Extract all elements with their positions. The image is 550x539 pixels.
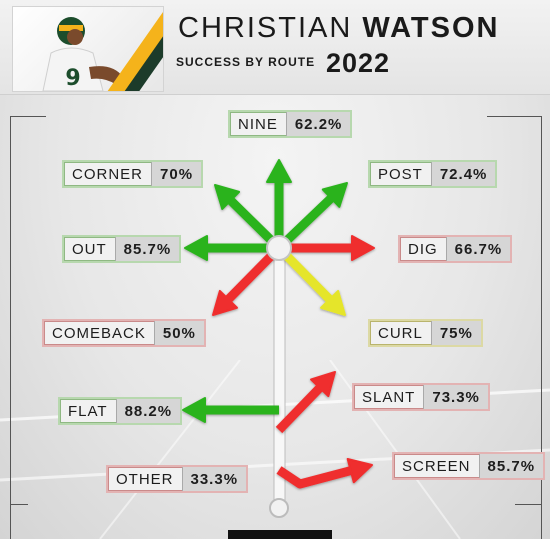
route-arrow-corner: [214, 184, 283, 252]
route-arrow-out: [184, 235, 279, 261]
route-start-point: [269, 498, 289, 518]
footer-tab: [228, 530, 332, 539]
route-arrow-slant: [275, 371, 336, 434]
route-label-nine: NINE 62.2%: [228, 110, 353, 138]
subtitle: SUCCESS BY ROUTE: [176, 55, 316, 69]
route-label-dig: DIG 66.7%: [398, 235, 513, 263]
season-year: 2022: [326, 48, 391, 78]
route-arrow-post: [275, 182, 348, 252]
frame-left-bottom: [10, 504, 28, 505]
last-name: WATSON: [362, 12, 500, 44]
route-label-slant: SLANT 73.3%: [352, 383, 490, 411]
frame-left-line: [10, 116, 11, 539]
first-name: CHRISTIAN: [178, 12, 353, 44]
route-arrow-flat: [182, 397, 279, 423]
route-label-post: POST 72.4%: [368, 160, 498, 188]
svg-text:9: 9: [65, 66, 80, 91]
route-label-curl: CURL 75%: [368, 319, 483, 347]
player-silhouette-icon: 9: [42, 17, 123, 91]
route-arrow-screen: [276, 458, 373, 489]
frame-right-bottom: [515, 504, 541, 505]
route-break-point: [266, 235, 292, 261]
route-label-out: OUT 85.7%: [62, 235, 182, 263]
frame-right-line: [541, 116, 542, 539]
route-arrow-comeback: [212, 244, 283, 316]
route-arrow-dig: [279, 235, 375, 261]
player-name: CHRISTIAN WATSON: [178, 12, 548, 52]
route-label-screen: SCREEN 85.7%: [392, 452, 546, 480]
header: 9 CHRISTIAN WATSON SUCCESS BY ROUTE 2022: [0, 0, 550, 95]
route-label-corner: CORNER 70%: [62, 160, 204, 188]
frame-right-top: [487, 116, 541, 117]
route-label-other: OTHER 33.3%: [106, 465, 249, 493]
player-photo: 9: [12, 6, 164, 92]
route-label-flat: FLAT 88.2%: [58, 397, 183, 425]
route-label-comeback: COMEBACK 50%: [42, 319, 206, 347]
route-arrow-curl: [275, 244, 346, 316]
frame-left-top: [10, 116, 46, 117]
